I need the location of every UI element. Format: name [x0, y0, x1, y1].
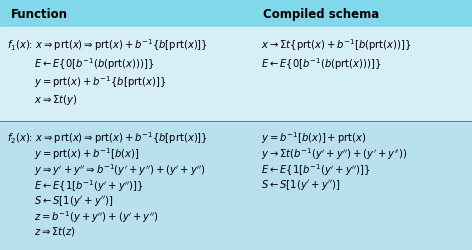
Text: $f_2(x)$: $x \Rightarrow \mathrm{prt}(x) \Rightarrow \mathrm{prt}(x)+b^{-1}\{b[\: $f_2(x)$: $x \Rightarrow \mathrm{prt}(x)… — [7, 130, 208, 146]
Text: $y \rightarrow \Sigma t(b^{-1}(y'+y'')+(y'+y''))$: $y \rightarrow \Sigma t(b^{-1}(y'+y'')+(… — [261, 146, 407, 161]
Text: $E \leftarrow E\{0[b^{-1}(b(\mathrm{prt}(x)))]\}$: $E \leftarrow E\{0[b^{-1}(b(\mathrm{prt}… — [261, 56, 381, 72]
Text: $x \rightarrow \Sigma t\{\mathrm{prt}(x)+b^{-1}[b(\mathrm{prt}(x))]\}$: $x \rightarrow \Sigma t\{\mathrm{prt}(x)… — [261, 38, 412, 53]
Text: $x \Rightarrow \Sigma t(y)$: $x \Rightarrow \Sigma t(y)$ — [34, 92, 77, 106]
Text: $y = \mathrm{prt}(x)+b^{-1}[b(x)]$: $y = \mathrm{prt}(x)+b^{-1}[b(x)]$ — [34, 146, 140, 161]
Bar — [0, 28, 472, 122]
Text: Compiled schema: Compiled schema — [263, 8, 379, 20]
Text: $E \leftarrow E\{0[b^{-1}(b(\mathrm{prt}(x)))]\}$: $E \leftarrow E\{0[b^{-1}(b(\mathrm{prt}… — [34, 56, 154, 72]
Text: $z = b^{-1}(y+y'')+(y'+y'')$: $z = b^{-1}(y+y'')+(y'+y'')$ — [34, 208, 159, 224]
Bar — [0, 0, 472, 28]
Bar — [0, 122, 472, 250]
Text: $f_1(x)$: $x \Rightarrow \mathrm{prt}(x) \Rightarrow \mathrm{prt}(x)+b^{-1}\{b[\: $f_1(x)$: $x \Rightarrow \mathrm{prt}(x)… — [7, 38, 208, 53]
Text: $y = \mathrm{prt}(x)+b^{-1}\{b[\mathrm{prt}(x)]\}$: $y = \mathrm{prt}(x)+b^{-1}\{b[\mathrm{p… — [34, 74, 166, 90]
Text: $y = b^{-1}[b(x)]+\mathrm{prt}(x)$: $y = b^{-1}[b(x)]+\mathrm{prt}(x)$ — [261, 130, 367, 146]
Text: $y \Rightarrow y'+y'' \Rightarrow b^{-1}(y'+y'')+(y'+y'')$: $y \Rightarrow y'+y'' \Rightarrow b^{-1}… — [34, 161, 206, 177]
Text: Function: Function — [10, 8, 67, 20]
Text: $S \leftarrow S[1(y'+y'')]$: $S \leftarrow S[1(y'+y'')]$ — [34, 193, 114, 207]
Text: $E \leftarrow E\{1[b^{-1}(y'+y'')]\}$: $E \leftarrow E\{1[b^{-1}(y'+y'')]\}$ — [261, 161, 371, 177]
Text: $E \leftarrow E\{1[b^{-1}(y'+y'')]\}$: $E \leftarrow E\{1[b^{-1}(y'+y'')]\}$ — [34, 177, 143, 193]
Text: $S \leftarrow S[1(y'+y'')]$: $S \leftarrow S[1(y'+y'')]$ — [261, 177, 341, 191]
Text: $z \Rightarrow \Sigma t(z)$: $z \Rightarrow \Sigma t(z)$ — [34, 224, 76, 237]
